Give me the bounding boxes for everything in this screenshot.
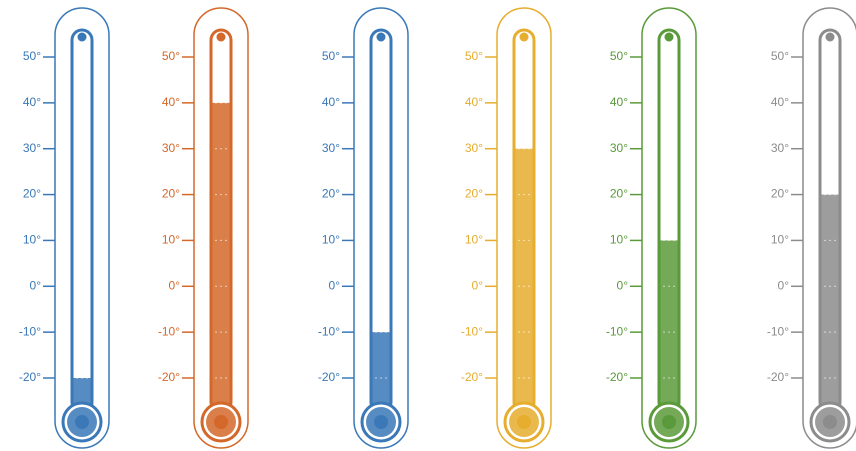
y-tick-label: 20° bbox=[610, 187, 628, 201]
y-tick-label: 50° bbox=[771, 49, 789, 63]
y-tick-label: -10° bbox=[767, 324, 789, 338]
y-tick-label: 0° bbox=[472, 278, 484, 292]
mercury bbox=[661, 240, 678, 412]
bulb-core bbox=[75, 415, 89, 429]
mercury bbox=[822, 195, 839, 412]
top-dot bbox=[78, 33, 87, 42]
y-tick-label: 10° bbox=[162, 233, 180, 247]
y-tick-label: 40° bbox=[322, 95, 340, 109]
y-tick-label: 10° bbox=[322, 233, 340, 247]
thermometer: -20° -10° 0° 10° 20° 30° 40° 50° bbox=[767, 8, 856, 448]
y-tick-label: 30° bbox=[322, 141, 340, 155]
y-tick-label: -10° bbox=[606, 324, 628, 338]
y-tick-label: 20° bbox=[23, 187, 41, 201]
y-tick-label: 40° bbox=[465, 95, 483, 109]
y-tick-label: 30° bbox=[465, 141, 483, 155]
top-dot bbox=[377, 33, 386, 42]
chart: -20° -10° 0° 10° 20° 30° 40° 50° -20° -10° 0° 10° 20… bbox=[0, 0, 856, 451]
y-tick-label: 20° bbox=[771, 187, 789, 201]
y-tick-label: 10° bbox=[23, 233, 41, 247]
y-tick-label: 40° bbox=[162, 95, 180, 109]
y-tick-label: 40° bbox=[771, 95, 789, 109]
y-tick-label: -10° bbox=[158, 324, 180, 338]
y-tick-label: 10° bbox=[610, 233, 628, 247]
mercury bbox=[516, 149, 533, 412]
y-tick-label: -10° bbox=[19, 324, 41, 338]
bulb-core bbox=[517, 415, 531, 429]
y-tick-label: 0° bbox=[778, 278, 790, 292]
thermometer: -20° -10° 0° 10° 20° 30° 40° 50° bbox=[461, 8, 551, 448]
y-tick-label: 30° bbox=[610, 141, 628, 155]
y-tick-label: 10° bbox=[465, 233, 483, 247]
y-tick-label: -20° bbox=[461, 370, 483, 384]
top-dot bbox=[520, 33, 529, 42]
y-tick-label: 30° bbox=[23, 141, 41, 155]
y-tick-label: -20° bbox=[318, 370, 340, 384]
mercury bbox=[373, 332, 390, 412]
page: -20° -10° 0° 10° 20° 30° 40° 50° -20° -10° 0° 10° 20… bbox=[0, 0, 856, 451]
y-tick-label: -10° bbox=[318, 324, 340, 338]
y-tick-label: 20° bbox=[322, 187, 340, 201]
thermometer: -20° -10° 0° 10° 20° 30° 40° 50° bbox=[158, 8, 248, 448]
y-tick-label: 30° bbox=[162, 141, 180, 155]
y-tick-label: 40° bbox=[23, 95, 41, 109]
y-tick-label: 0° bbox=[329, 278, 341, 292]
y-tick-label: -20° bbox=[606, 370, 628, 384]
bulb-core bbox=[662, 415, 676, 429]
y-tick-label: 40° bbox=[610, 95, 628, 109]
thermometer: -20° -10° 0° 10° 20° 30° 40° 50° bbox=[19, 8, 109, 448]
top-dot bbox=[217, 33, 226, 42]
y-tick-label: 50° bbox=[23, 49, 41, 63]
bulb-core bbox=[823, 415, 837, 429]
mercury bbox=[213, 103, 230, 412]
y-tick-label: -20° bbox=[767, 370, 789, 384]
y-tick-label: 0° bbox=[617, 278, 629, 292]
thermometer: -20° -10° 0° 10° 20° 30° 40° 50° bbox=[606, 8, 696, 448]
thermometer: -20° -10° 0° 10° 20° 30° 40° 50° bbox=[318, 8, 408, 448]
y-tick-label: 50° bbox=[610, 49, 628, 63]
y-tick-label: 0° bbox=[169, 278, 181, 292]
y-tick-label: 20° bbox=[162, 187, 180, 201]
top-dot bbox=[665, 33, 674, 42]
bulb-core bbox=[214, 415, 228, 429]
y-tick-label: 50° bbox=[465, 49, 483, 63]
y-tick-label: -10° bbox=[461, 324, 483, 338]
y-tick-label: 50° bbox=[162, 49, 180, 63]
y-tick-label: -20° bbox=[19, 370, 41, 384]
tube bbox=[72, 30, 92, 412]
y-tick-label: 0° bbox=[30, 278, 42, 292]
y-tick-label: 50° bbox=[322, 49, 340, 63]
y-tick-label: 10° bbox=[771, 233, 789, 247]
y-tick-label: 30° bbox=[771, 141, 789, 155]
top-dot bbox=[826, 33, 835, 42]
bulb-core bbox=[374, 415, 388, 429]
y-tick-label: -20° bbox=[158, 370, 180, 384]
y-tick-label: 20° bbox=[465, 187, 483, 201]
